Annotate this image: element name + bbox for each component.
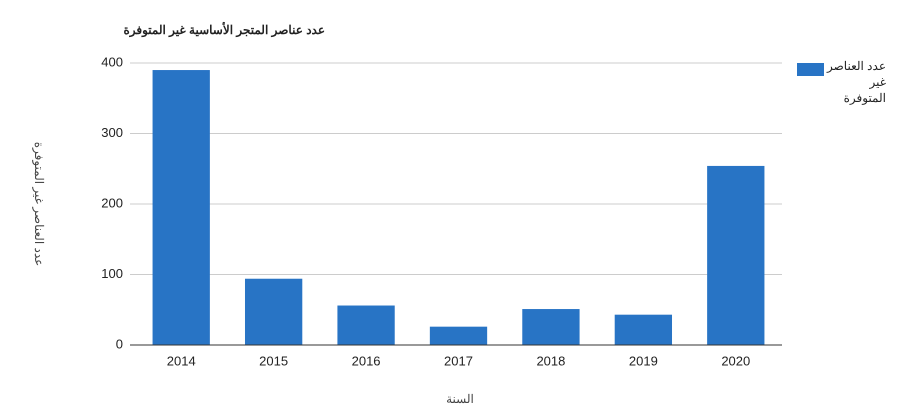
bar <box>707 165 765 345</box>
bar <box>337 305 395 345</box>
x-tick-label: 2020 <box>721 353 750 368</box>
y-tick-label: 0 <box>116 336 123 351</box>
y-tick-label: 300 <box>101 125 123 140</box>
y-axis-label: عدد العناصر غير المتوفرة <box>32 142 46 267</box>
chart-title: عدد عناصر المتجر الأساسية غير المتوفرة <box>123 22 325 38</box>
x-tick-label: 2019 <box>629 353 658 368</box>
legend-swatch <box>797 63 824 76</box>
x-tick-label: 2015 <box>259 353 288 368</box>
bar <box>244 278 303 345</box>
y-tick-label: 100 <box>101 266 123 281</box>
bar <box>614 314 673 345</box>
x-tick-label: 2018 <box>536 353 565 368</box>
legend-label: عدد العناصر غير المتوفرة <box>826 59 886 105</box>
y-tick-label: 400 <box>101 54 123 69</box>
bar <box>152 70 210 346</box>
y-tick-label: 200 <box>101 195 123 210</box>
bar <box>522 309 580 345</box>
x-tick-label: 2017 <box>444 353 473 368</box>
bar <box>429 326 488 345</box>
x-tick-label: 2014 <box>167 353 196 368</box>
x-axis-label: السنة <box>446 392 474 406</box>
x-tick-label: 2016 <box>352 353 381 368</box>
